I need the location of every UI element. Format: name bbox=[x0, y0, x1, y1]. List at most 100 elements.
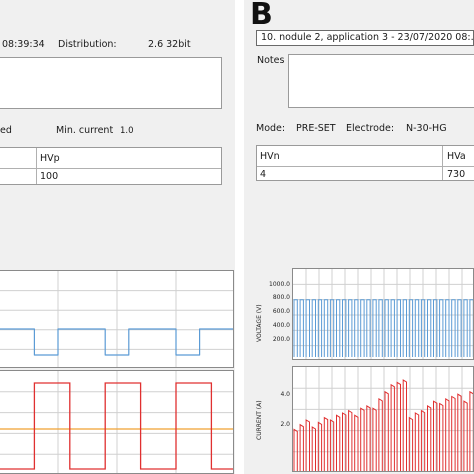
voltage-pulse-b bbox=[408, 299, 414, 357]
voltage-pulse-b bbox=[420, 299, 426, 357]
voltage-pulse-b bbox=[439, 299, 444, 357]
electrode-value: N-30-HG bbox=[406, 123, 447, 134]
voltage-pulse-b bbox=[348, 299, 353, 357]
voltage-pulse-b bbox=[372, 299, 377, 357]
voltage-pulse-b bbox=[299, 299, 304, 357]
current-pulse-b bbox=[451, 395, 456, 471]
current-pulse-b bbox=[402, 379, 407, 471]
voltage-pulse-b bbox=[329, 299, 335, 357]
current-pulse-b bbox=[433, 400, 438, 471]
table-cell-hvn: 4 bbox=[260, 169, 267, 180]
current-trace-a bbox=[0, 382, 233, 470]
table-header-hvn: HVn bbox=[260, 151, 280, 162]
voltage-tick: 600.0 bbox=[272, 308, 290, 315]
parameters-table: HVp 100 bbox=[0, 147, 222, 185]
table-header-hva: HVa bbox=[447, 151, 466, 162]
distribution-value: 2.6 32bit bbox=[148, 39, 191, 50]
voltage-graph-b bbox=[292, 268, 474, 360]
current-pulse-b bbox=[336, 414, 341, 471]
voltage-tick: 200.0 bbox=[272, 336, 290, 343]
current-pulse-b bbox=[329, 419, 335, 471]
current-pulse-b bbox=[366, 405, 371, 471]
current-tick: 4.0 bbox=[280, 391, 290, 398]
current-pulse-b bbox=[372, 407, 377, 471]
current-pulse-b bbox=[293, 428, 298, 471]
table-cell-hvp: 100 bbox=[40, 171, 59, 182]
current-pulse-b bbox=[360, 407, 365, 471]
notes-textarea[interactable] bbox=[0, 57, 222, 109]
current-pulse-b bbox=[384, 390, 389, 471]
voltage-pulse-b bbox=[396, 299, 401, 357]
current-pulse-b bbox=[317, 421, 323, 471]
figure-letter-b: B bbox=[250, 0, 273, 32]
current-pulse-b bbox=[305, 419, 310, 471]
panel-a: 08:39:34 Distribution: 2.6 32bit ed Min.… bbox=[0, 0, 235, 474]
voltage-pulse-b bbox=[342, 299, 347, 357]
current-pulse-b bbox=[378, 397, 383, 471]
electrode-label: Electrode: bbox=[346, 123, 395, 134]
current-pulse-b bbox=[457, 393, 462, 471]
voltage-pulse-b bbox=[445, 299, 450, 357]
current-pulse-b bbox=[427, 405, 432, 471]
current-pulse-b bbox=[469, 390, 473, 471]
voltage-pulse-b bbox=[390, 299, 395, 357]
current-graph-a bbox=[0, 370, 234, 474]
voltage-pulse-b bbox=[457, 299, 462, 357]
current-pulse-b bbox=[299, 423, 304, 471]
parameters-table-b: HVn HVa 4 730 bbox=[256, 145, 474, 181]
voltage-pulse-b bbox=[317, 299, 323, 357]
voltage-pulse-b bbox=[378, 299, 383, 357]
voltage-pulse-b bbox=[427, 299, 432, 357]
current-pulse-b bbox=[348, 409, 353, 471]
mode-value: PRE-SET bbox=[296, 123, 336, 134]
min-current-value: 1.0 bbox=[120, 126, 134, 136]
voltage-pulse-b bbox=[305, 299, 310, 357]
current-pulse-b bbox=[463, 400, 468, 471]
voltage-pulse-b bbox=[354, 299, 359, 357]
session-time: 08:39:34 bbox=[2, 39, 45, 50]
table-cell-hva: 730 bbox=[447, 169, 466, 180]
table-column-divider bbox=[36, 148, 37, 184]
voltage-pulse-b bbox=[451, 299, 456, 357]
table-divider bbox=[0, 168, 221, 169]
voltage-tick: 800.0 bbox=[272, 294, 290, 301]
current-pulse-b bbox=[323, 416, 329, 471]
voltage-pulse-b bbox=[384, 299, 389, 357]
voltage-pulse-b bbox=[311, 299, 316, 357]
voltage-graph-a bbox=[0, 270, 234, 368]
current-axis-label: CURRENT (A) bbox=[256, 400, 263, 440]
voltage-pulse-b bbox=[402, 299, 407, 357]
voltage-pulse-b bbox=[469, 299, 473, 357]
table-header-hvp: HVp bbox=[40, 153, 60, 164]
voltage-pulse-b bbox=[366, 299, 371, 357]
current-pulse-b bbox=[439, 402, 444, 471]
current-pulse-b bbox=[420, 409, 426, 471]
table-column-divider-b bbox=[442, 146, 443, 180]
voltage-pulse-b bbox=[323, 299, 329, 357]
notes-label: Notes bbox=[257, 55, 285, 66]
voltage-pulse-b bbox=[360, 299, 365, 357]
voltage-pulse-b bbox=[293, 299, 298, 357]
notes-textarea-b[interactable] bbox=[288, 54, 474, 108]
mode-label: Mode: bbox=[256, 123, 286, 134]
current-pulse-b bbox=[414, 412, 420, 471]
distribution-label: Distribution: bbox=[58, 39, 117, 50]
current-tick: 2.0 bbox=[280, 421, 290, 428]
voltage-pulse-b bbox=[433, 299, 438, 357]
current-pulse-b bbox=[342, 412, 347, 471]
panel-gap bbox=[235, 0, 244, 474]
mode-fragment: ed bbox=[0, 125, 12, 136]
current-pulse-b bbox=[354, 414, 359, 471]
current-pulse-b bbox=[311, 426, 316, 471]
voltage-tick: 400.0 bbox=[272, 322, 290, 329]
current-pulse-b bbox=[408, 416, 414, 471]
voltage-pulse-b bbox=[463, 299, 468, 357]
session-title[interactable]: 10. nodule 2, application 3 - 23/07/2020… bbox=[256, 30, 474, 46]
current-pulse-b bbox=[396, 381, 401, 471]
voltage-pulse-b bbox=[336, 299, 341, 357]
current-pulse-b bbox=[390, 383, 395, 471]
current-graph-b bbox=[292, 366, 474, 472]
voltage-tick: 1000.0 bbox=[269, 281, 290, 288]
table-divider-b bbox=[257, 166, 474, 167]
min-current-label: Min. current bbox=[56, 125, 114, 136]
